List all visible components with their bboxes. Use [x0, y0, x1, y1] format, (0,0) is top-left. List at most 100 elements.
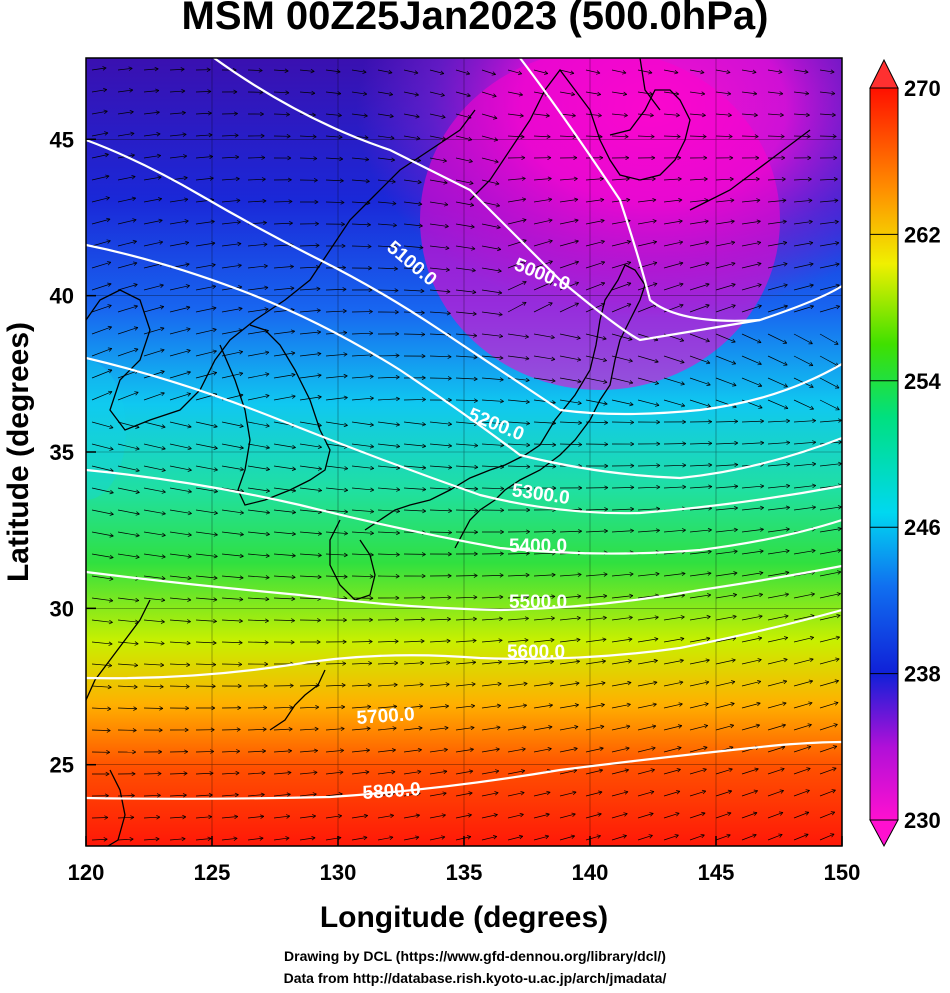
wind-arrow-head — [704, 219, 709, 224]
wind-arrow-head — [264, 285, 269, 291]
wind-arrow — [767, 305, 788, 313]
wind-arrow-head — [629, 528, 634, 534]
wind-arrow — [325, 509, 348, 513]
wind-arrow — [533, 377, 556, 382]
wind-arrow-head — [187, 597, 192, 602]
wind-arrow — [767, 550, 790, 555]
wind-arrow — [793, 463, 816, 467]
wind-arrow-head — [262, 727, 267, 732]
wind-arrow-head — [578, 420, 583, 426]
wind-arrow-head — [393, 704, 398, 709]
wind-arrow-head — [624, 768, 629, 773]
wind-arrow-head — [447, 421, 452, 427]
wind-arrow — [91, 465, 114, 472]
wind-arrow — [689, 442, 712, 445]
wind-arrow — [143, 421, 166, 428]
wind-arrow — [403, 509, 426, 512]
wind-arrow — [429, 135, 447, 140]
wind-arrow-head — [679, 261, 684, 266]
wind-arrow — [195, 329, 217, 335]
wind-arrow-head — [786, 462, 791, 467]
wind-arrow-head — [261, 770, 266, 776]
wind-arrow — [663, 703, 683, 709]
wind-arrow — [169, 328, 191, 335]
wind-arrow-head — [108, 619, 113, 625]
wind-arrow-head — [445, 682, 450, 687]
wind-arrow — [507, 281, 527, 291]
wind-arrow — [559, 791, 577, 797]
wind-arrow — [767, 746, 786, 753]
wind-arrow — [247, 395, 270, 401]
wind-arrow-head — [627, 680, 632, 686]
wind-arrow-head — [524, 334, 529, 339]
wind-arrow — [247, 200, 267, 203]
credit-data: Data from http://database.rish.kyoto-u.a… — [283, 970, 667, 986]
wind-arrow-head — [652, 240, 657, 245]
wind-arrow-head — [339, 770, 344, 775]
wind-arrow-head — [811, 483, 817, 489]
wind-arrow-head — [235, 176, 240, 182]
wind-arrow — [273, 287, 295, 291]
wind-arrow — [299, 750, 318, 753]
wind-arrow-head — [781, 723, 786, 728]
wind-arrow — [663, 659, 684, 665]
wind-arrow-head — [161, 532, 166, 538]
wind-arrow-head — [160, 326, 165, 332]
wind-arrow-head — [833, 155, 838, 161]
wind-arrow — [533, 302, 553, 313]
coastline-kurils — [689, 129, 811, 211]
wind-arrow-head — [312, 134, 317, 139]
wind-arrow — [377, 289, 399, 291]
wind-arrow-head — [133, 326, 139, 331]
wind-arrow — [611, 660, 632, 665]
wind-arrow-head — [343, 574, 348, 579]
wind-arrow — [663, 725, 682, 731]
wind-arrow — [741, 615, 763, 621]
wind-arrow-head — [574, 281, 579, 286]
wind-arrow-head — [447, 595, 452, 600]
wind-arrow-head — [496, 703, 501, 709]
wind-arrow-head — [805, 789, 810, 794]
wind-arrow — [143, 198, 162, 203]
wind-arrow-head — [158, 218, 163, 224]
wind-arrow-head — [105, 174, 110, 179]
wind-arrow-head — [396, 508, 401, 514]
wind-arrow-head — [365, 157, 370, 162]
wind-arrow — [247, 421, 270, 427]
wind-arrow — [793, 113, 810, 116]
wind-arrow-head — [809, 304, 814, 310]
wind-arrow-head — [212, 662, 217, 667]
wind-arrow-head — [783, 405, 789, 410]
wind-arrow — [689, 551, 712, 555]
wind-arrow — [611, 377, 633, 384]
wind-arrow — [611, 69, 627, 74]
wind-arrow — [169, 68, 185, 71]
wind-arrow-head — [180, 67, 185, 72]
wind-arrow — [559, 240, 579, 247]
wind-arrow — [221, 509, 244, 514]
wind-arrow — [819, 571, 842, 577]
wind-arrow — [819, 399, 840, 411]
wind-arrow-head — [759, 549, 764, 554]
wind-arrow-head — [265, 350, 270, 356]
wind-arrow-head — [394, 288, 399, 293]
wind-arrow-head — [155, 836, 160, 842]
wind-arrow — [91, 685, 112, 688]
wind-arrow-head — [809, 383, 814, 388]
wind-arrow — [117, 176, 136, 181]
wind-arrow — [793, 441, 816, 445]
wind-arrow-head — [239, 532, 244, 537]
wind-arrow — [325, 157, 343, 160]
wind-arrow-head — [182, 132, 187, 137]
wind-arrow — [585, 725, 605, 731]
y-axis-label: Latitude (degrees) — [2, 322, 35, 582]
wind-arrow-head — [419, 245, 424, 250]
wind-arrow — [247, 308, 269, 313]
contour-line-5000 — [519, 58, 842, 322]
wind-arrow — [741, 680, 761, 687]
wind-arrow — [715, 220, 735, 225]
wind-arrow-head — [213, 467, 218, 472]
wind-arrow-head — [835, 384, 840, 389]
wind-arrow — [221, 178, 240, 181]
wind-arrow — [299, 685, 320, 687]
